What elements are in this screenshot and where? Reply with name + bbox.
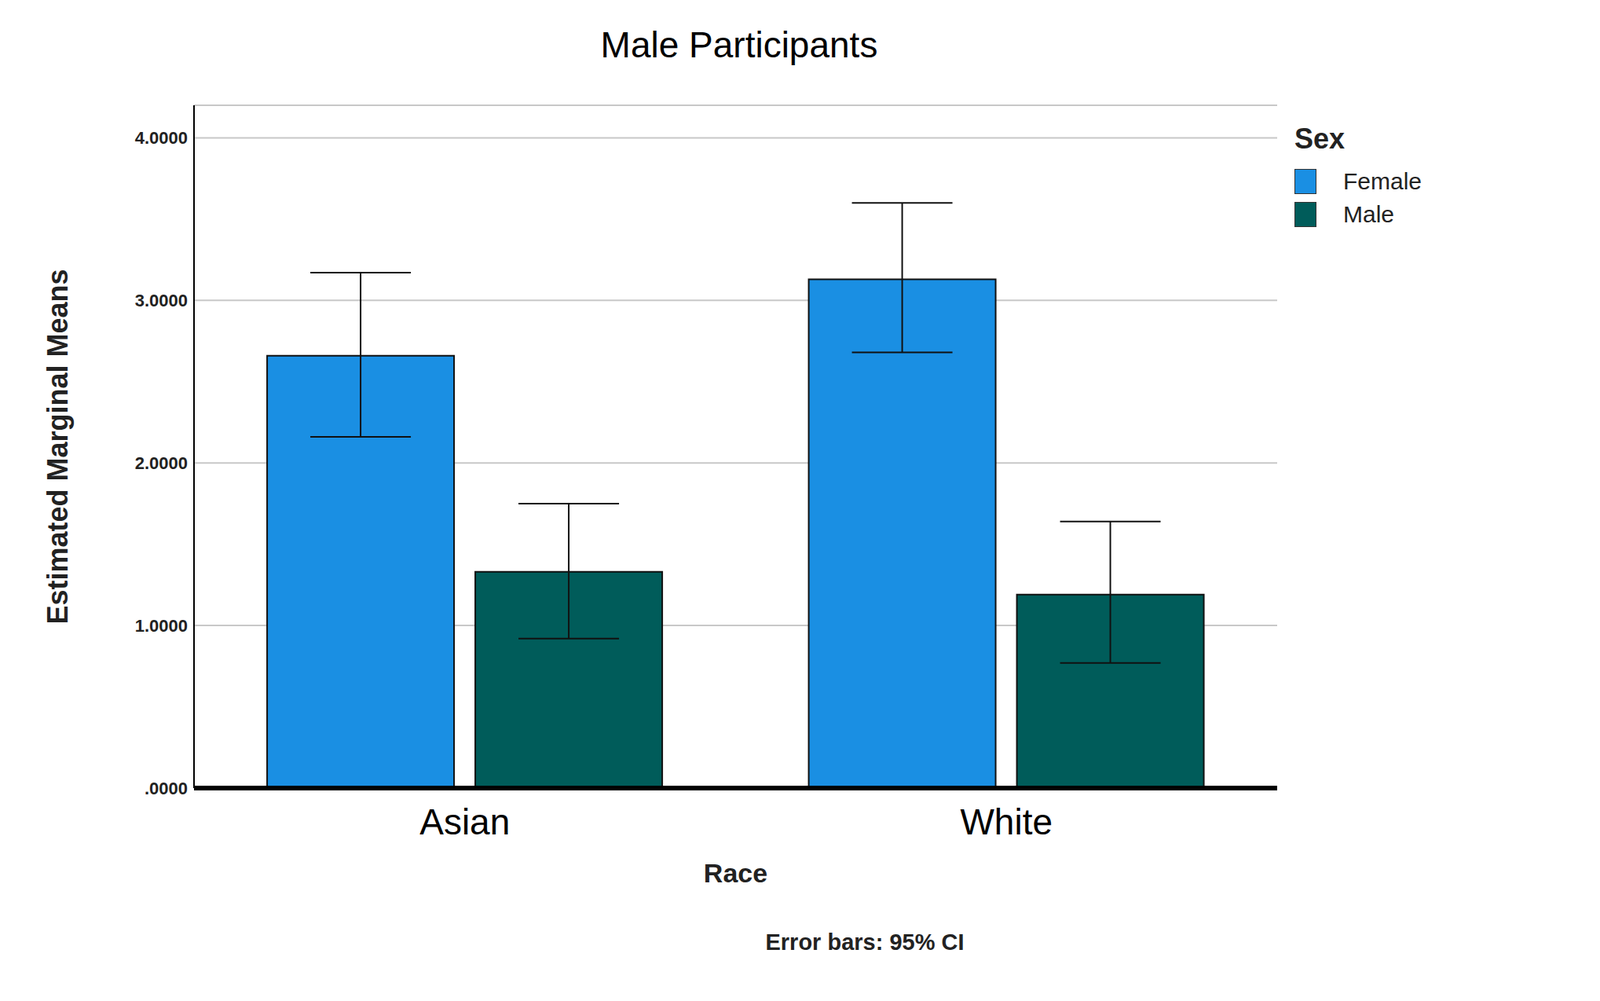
svg-text:Race: Race — [703, 857, 768, 888]
svg-text:Asian: Asian — [419, 801, 510, 843]
svg-text:White: White — [959, 801, 1053, 843]
html-text:Male: Male — [1343, 201, 1395, 228]
svg-text:2.0000: 2.0000 — [135, 453, 188, 473]
html-text:Male Participants: Male Participants — [600, 24, 878, 66]
svg-text:3.0000: 3.0000 — [135, 290, 188, 311]
html-text:Error bars: 95% CI: Error bars: 95% CI — [765, 929, 965, 955]
svg-text:Estimated Marginal Means: Estimated Marginal Means — [41, 268, 74, 624]
svg-text:4.0000: 4.0000 — [135, 128, 188, 148]
svg-text:1.0000: 1.0000 — [135, 615, 188, 636]
svg-text:.0000: .0000 — [144, 778, 188, 799]
html-text:Female: Female — [1343, 168, 1422, 195]
html-text:Sex: Sex — [1294, 122, 1345, 155]
